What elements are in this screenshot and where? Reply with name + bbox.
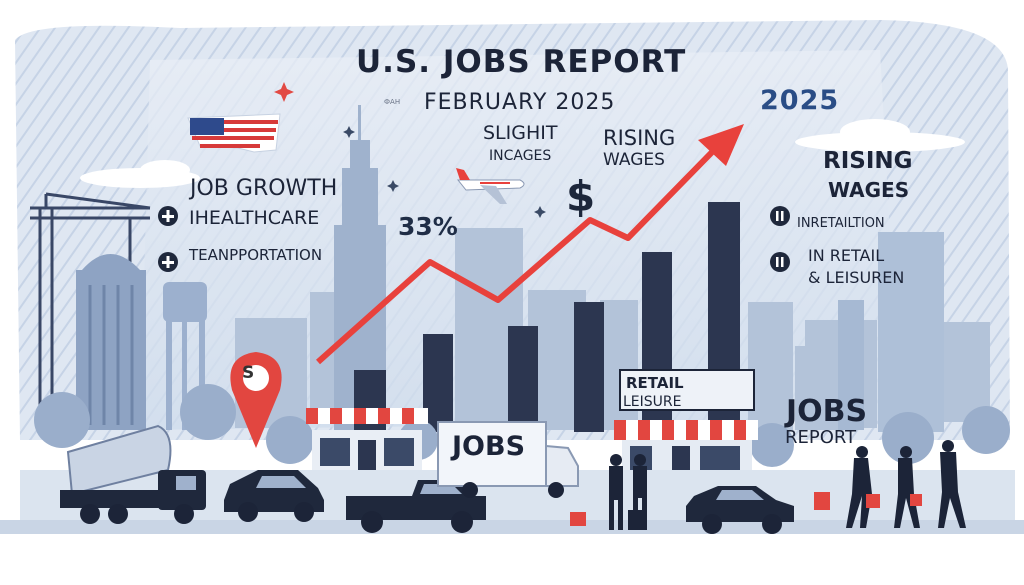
right-list-item: INRETAILTION bbox=[797, 216, 885, 231]
briefcase-icon bbox=[570, 512, 586, 526]
tower-right bbox=[878, 232, 944, 432]
pickup-truck bbox=[346, 480, 486, 533]
percent-value: 33% bbox=[398, 212, 458, 241]
subtitle-prefix: ФАН bbox=[384, 98, 401, 106]
page-subtitle: FEBRUARY 2025 bbox=[424, 90, 616, 115]
crane bbox=[30, 192, 151, 420]
box-truck bbox=[437, 421, 579, 498]
cement-truck bbox=[60, 424, 206, 524]
car-right bbox=[686, 486, 794, 534]
left-list-item: TEANPPORTATION bbox=[189, 246, 323, 264]
store-left bbox=[306, 408, 428, 472]
left-list-item: IHEALTHCARE bbox=[189, 207, 320, 229]
rising-mid-line1: RISING bbox=[603, 126, 676, 150]
plus-icon bbox=[158, 206, 178, 226]
store-sign-leisure: LEISURE bbox=[623, 394, 682, 410]
us-flag-icon bbox=[187, 113, 281, 153]
rising-wages-heading-line1: RISING bbox=[823, 148, 913, 174]
plus-icon bbox=[158, 252, 178, 272]
jobs-report-sign-line1: JOBS bbox=[786, 394, 868, 429]
water-tower bbox=[163, 282, 207, 430]
rising-wages-heading-line2: WAGES bbox=[828, 178, 910, 202]
slight-label-line2: INCAGES bbox=[489, 148, 552, 164]
location-pin-icon bbox=[230, 352, 282, 448]
arrow-head bbox=[698, 124, 744, 166]
truck-jobs-sign: JOBS bbox=[452, 431, 526, 462]
airplane-icon bbox=[456, 168, 525, 204]
cloud-right bbox=[795, 119, 965, 152]
silo-building bbox=[76, 254, 146, 430]
right-list-item-leisure: & LEISUREN bbox=[808, 268, 905, 287]
people-right bbox=[846, 440, 966, 528]
rising-mid-line2: WAGES bbox=[603, 150, 665, 170]
paused-circle-icon bbox=[770, 206, 790, 226]
trend-arrow bbox=[316, 143, 721, 365]
year-badge: 2025 bbox=[760, 85, 840, 116]
paused-circle-icon bbox=[770, 252, 790, 272]
pin-label: S bbox=[242, 363, 255, 383]
car-sedan bbox=[224, 470, 324, 522]
job-growth-heading: JOB GROWTH bbox=[190, 176, 338, 201]
jobs-report-sign-line2: REPORT bbox=[785, 427, 857, 448]
page-title: U.S. JOBS REPORT bbox=[356, 44, 687, 80]
right-list-item: IN RETAIL bbox=[808, 246, 885, 265]
cloud-left bbox=[80, 160, 200, 188]
people-left bbox=[609, 454, 647, 530]
dollar-icon: $ bbox=[566, 172, 596, 221]
slight-label-line1: SLIGHIT bbox=[483, 122, 558, 144]
star-icon bbox=[274, 82, 294, 102]
store-sign-retail: RETAIL bbox=[626, 374, 684, 392]
